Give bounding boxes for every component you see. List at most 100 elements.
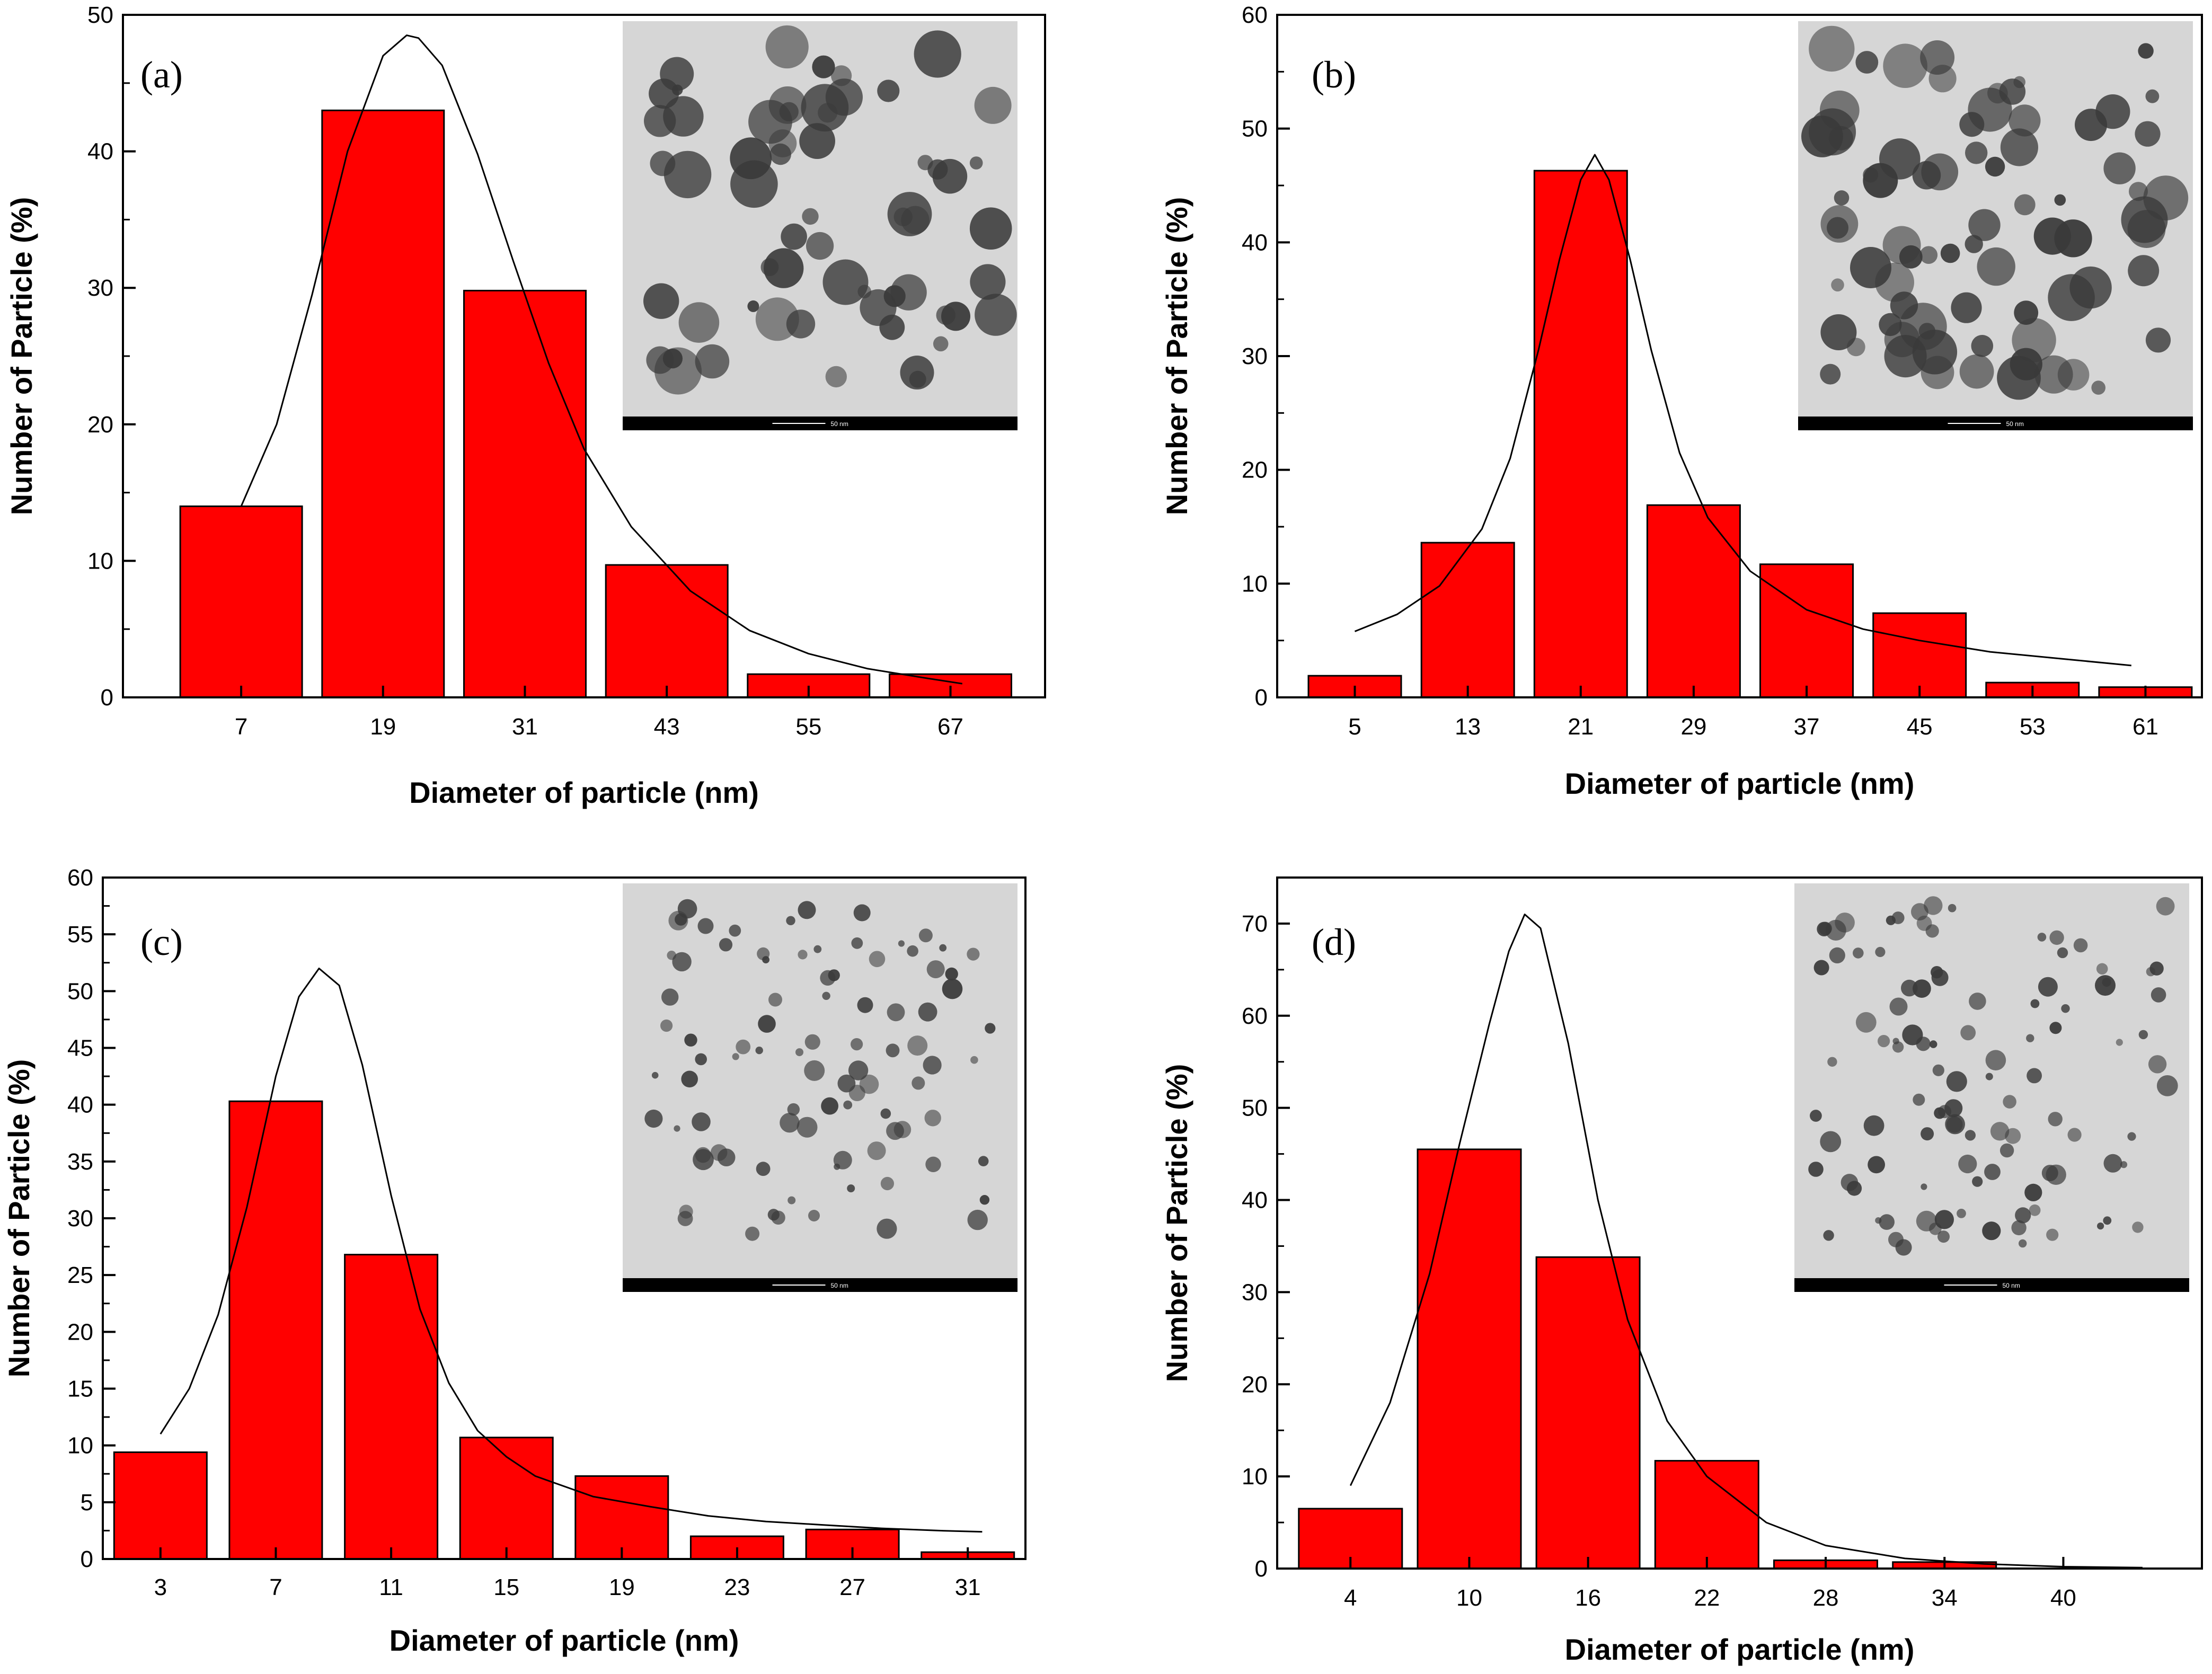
tem-particle — [821, 1097, 838, 1115]
tem-particle — [857, 997, 873, 1013]
panel-label: (d) — [1312, 921, 1356, 963]
tem-particle — [851, 937, 863, 949]
tem-particle — [843, 1100, 853, 1110]
y-tick-label: 20 — [67, 1319, 93, 1345]
tem-particle — [2067, 1128, 2082, 1142]
tem-particle — [2049, 1022, 2062, 1034]
tem-particle — [969, 207, 1012, 250]
scale-bar-label: 50 nm — [831, 420, 848, 428]
tem-particle — [651, 1071, 659, 1079]
tem-particle — [2143, 175, 2189, 220]
y-axis-title: Number of Particle (%) — [2, 1059, 36, 1378]
tem-particle — [941, 302, 970, 331]
tem-particle — [779, 102, 799, 121]
tem-particle — [1921, 1183, 1927, 1190]
y-tick-label: 40 — [87, 139, 113, 165]
y-tick-label: 20 — [1242, 457, 1268, 483]
bar-21 — [1533, 170, 1628, 698]
tem-particle — [2095, 94, 2130, 129]
tem-particle — [2103, 152, 2136, 184]
tem-particle — [2069, 266, 2112, 309]
y-tick-label: 0 — [101, 685, 113, 711]
tem-particle — [1957, 1209, 1966, 1218]
tem-particle — [756, 1162, 771, 1176]
tem-particle — [660, 57, 694, 91]
tem-particle — [1987, 83, 2008, 104]
y-axis-title: Number of Particle (%) — [5, 197, 38, 516]
x-tick-label: 22 — [1694, 1585, 1720, 1611]
tem-particle — [1984, 1164, 2001, 1180]
tem-particle — [877, 79, 900, 102]
bar-16 — [1535, 1256, 1641, 1570]
tem-particle — [1882, 226, 1921, 264]
tem-particle — [2014, 194, 2036, 216]
tem-particle — [2046, 1228, 2059, 1241]
tem-particle — [1892, 1038, 1899, 1044]
tem-particle — [1823, 1230, 1834, 1241]
panel-label: (b) — [1312, 54, 1356, 96]
panel-label: (a) — [140, 54, 183, 96]
tem-particle — [924, 1110, 941, 1127]
tem-particle — [1890, 291, 1918, 320]
tem-particle — [2116, 1039, 2123, 1046]
tem-particle — [974, 86, 1012, 124]
tem-particle — [692, 1112, 711, 1131]
y-tick-label: 15 — [67, 1376, 93, 1402]
tem-particle — [1829, 947, 1845, 963]
tem-particle — [780, 1113, 800, 1133]
tem-particle — [2129, 182, 2148, 201]
x-tick-label: 16 — [1575, 1585, 1601, 1611]
tem-particle — [1929, 1040, 1937, 1048]
tem-particle — [799, 123, 835, 159]
tem-particle — [684, 1033, 697, 1047]
tem-particle — [1948, 904, 1957, 913]
x-tick-label: 67 — [937, 714, 963, 740]
x-tick-label: 7 — [235, 714, 247, 740]
y-tick-label: 30 — [1242, 1279, 1268, 1305]
tem-particle — [1827, 217, 1848, 239]
tem-particle — [667, 951, 676, 960]
tem-particle — [2135, 121, 2161, 147]
tem-particle — [768, 993, 782, 1007]
tem-particle — [2024, 1183, 2042, 1201]
tem-particle — [1965, 235, 1983, 253]
tem-particle — [1883, 43, 1927, 88]
tem-inset-image: 50 nm — [623, 21, 1017, 430]
bar-31 — [463, 289, 587, 698]
tem-particle — [2091, 380, 2105, 395]
tem-particle — [942, 978, 963, 999]
tem-particle — [2061, 1004, 2070, 1013]
y-tick-label: 10 — [1242, 1464, 1268, 1490]
tem-particle — [1924, 896, 1943, 915]
tem-particle — [806, 232, 834, 260]
tem-particle — [2148, 1055, 2167, 1074]
tem-particle — [1946, 1071, 1967, 1092]
tem-particle — [2145, 327, 2171, 353]
tem-particle — [1912, 161, 1941, 190]
tem-particle — [2034, 355, 2073, 394]
y-tick-label: 50 — [1242, 1095, 1268, 1121]
tem-particle — [912, 1076, 925, 1090]
tem-particle — [2049, 930, 2064, 945]
bar-37 — [1759, 563, 1854, 698]
y-tick-label: 50 — [87, 2, 113, 28]
tem-particle — [2127, 210, 2166, 248]
tem-particle — [1889, 997, 1908, 1016]
tem-particle — [1932, 1064, 1944, 1076]
tem-particle — [747, 300, 759, 312]
tem-particle — [710, 1144, 728, 1161]
tem-particle — [1969, 993, 1986, 1010]
fit-curve — [1354, 154, 2131, 667]
tem-particle — [1999, 1143, 2014, 1158]
tem-particle — [745, 1226, 760, 1241]
tem-particle — [1863, 167, 1879, 183]
scale-bar-label: 50 nm — [2006, 420, 2024, 428]
tem-particle — [719, 938, 733, 952]
tem-particle — [926, 960, 945, 979]
tem-particle — [813, 945, 822, 953]
x-tick-label: 23 — [724, 1574, 750, 1600]
tem-particle — [2015, 1207, 2031, 1224]
x-tick-label: 4 — [1344, 1585, 1357, 1611]
tem-particle — [2030, 999, 2040, 1008]
tem-particle — [1913, 1093, 1925, 1106]
